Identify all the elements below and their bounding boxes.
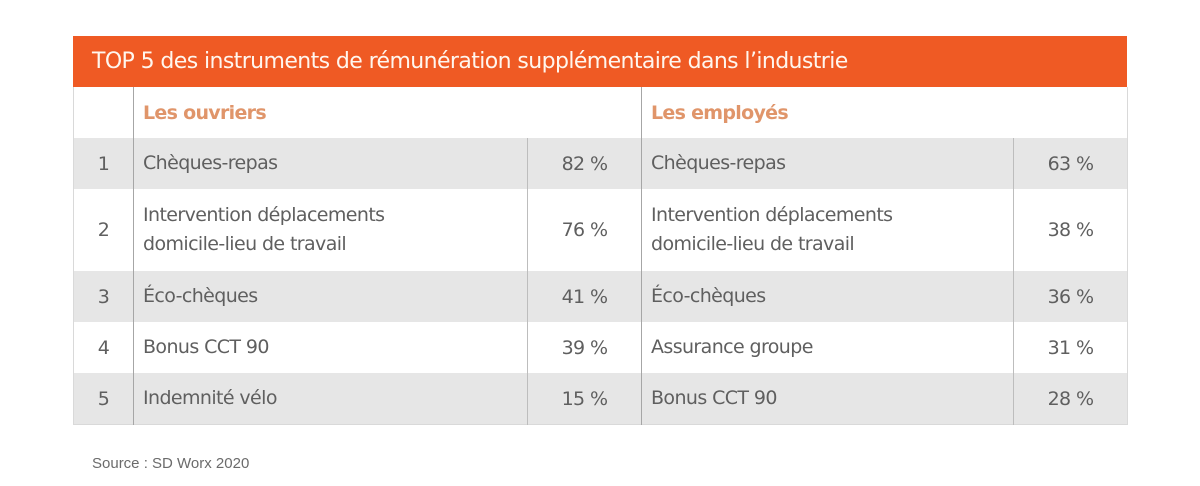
table-row: 4 Bonus CCT 90 39 % Assurance groupe 31 … (73, 322, 1128, 373)
group-header-employees: Les employés (640, 87, 1128, 138)
top5-table: TOP 5 des instruments de rémunération su… (73, 36, 1129, 425)
employees-pct-cell: 63 % (1012, 138, 1128, 189)
workers-item-line2: domicile-lieu de travail (143, 233, 347, 255)
data-table: Les ouvriers Les employés 1 Chèques-repa… (73, 87, 1129, 425)
workers-item-cell: Bonus CCT 90 (133, 322, 528, 373)
table-row: 3 Éco-chèques 41 % Éco-chèques 36 % (73, 271, 1128, 322)
rank-header-cell (73, 87, 134, 138)
employees-pct-cell: 31 % (1012, 322, 1128, 373)
group-header-row: Les ouvriers Les employés (73, 87, 1128, 138)
employees-pct-cell: 38 % (1012, 189, 1128, 271)
workers-item-cell: Éco-chèques (133, 271, 528, 322)
table-title: TOP 5 des instruments de rémunération su… (73, 36, 1127, 87)
group-header-workers: Les ouvriers (133, 87, 642, 138)
workers-item-line1: Intervention déplacements (143, 204, 385, 226)
table-row: 2 Intervention déplacements domicile-lie… (73, 189, 1128, 271)
employees-pct-cell: 28 % (1012, 373, 1128, 425)
workers-item-cell: Intervention déplacements domicile-lieu … (133, 189, 528, 271)
employees-item-line2: domicile-lieu de travail (651, 233, 855, 255)
workers-pct-cell: 82 % (527, 138, 642, 189)
workers-item-cell: Chèques-repas (133, 138, 528, 189)
source-note: Source : SD Worx 2020 (92, 455, 250, 472)
workers-pct-cell: 76 % (527, 189, 642, 271)
employees-item-cell: Assurance groupe (641, 322, 1014, 373)
workers-pct-cell: 15 % (527, 373, 642, 425)
workers-pct-cell: 39 % (527, 322, 642, 373)
table-row: 5 Indemnité vélo 15 % Bonus CCT 90 28 % (73, 373, 1128, 425)
employees-item-cell: Bonus CCT 90 (641, 373, 1014, 425)
employees-item-line1: Intervention déplacements (651, 204, 893, 226)
employees-item-cell: Éco-chèques (641, 271, 1014, 322)
rank-cell: 1 (73, 138, 134, 189)
rank-cell: 5 (73, 373, 134, 425)
employees-item-cell: Intervention déplacements domicile-lieu … (641, 189, 1014, 271)
rank-cell: 2 (73, 189, 134, 271)
rank-cell: 4 (73, 322, 134, 373)
table-row: 1 Chèques-repas 82 % Chèques-repas 63 % (73, 138, 1128, 189)
rank-cell: 3 (73, 271, 134, 322)
workers-item-cell: Indemnité vélo (133, 373, 528, 425)
employees-pct-cell: 36 % (1012, 271, 1128, 322)
employees-item-cell: Chèques-repas (641, 138, 1014, 189)
workers-pct-cell: 41 % (527, 271, 642, 322)
